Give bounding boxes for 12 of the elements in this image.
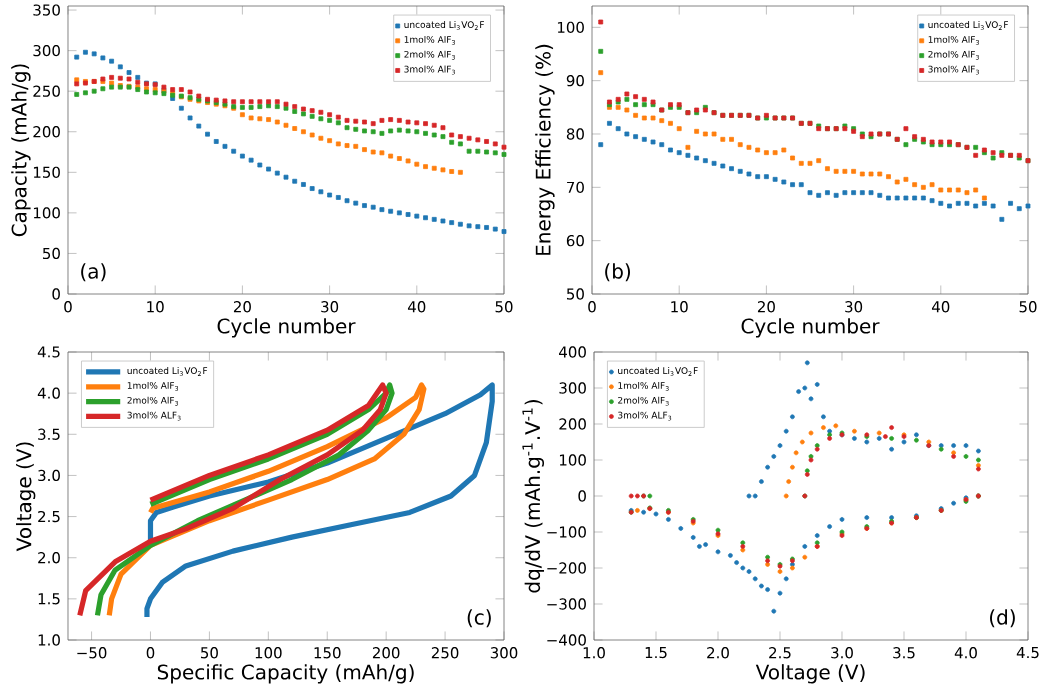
y-axis-title: dq/dV (mAh.g$^{-1}$.V$^{-1}$) (522, 400, 545, 593)
annotation: (c) (467, 609, 491, 628)
annotation: (a) (81, 263, 106, 282)
x-axis-title: Specific Capacity (mAh/g) (157, 664, 414, 684)
y-axis-title: Energy Efficiency (%) (535, 44, 555, 255)
y-axis-title: Voltage (V) (15, 442, 36, 552)
y-axis-title: Capacity (mAh/g) (11, 64, 31, 237)
x-axis-title: Voltage (V) (755, 664, 865, 684)
annotation: (d) (990, 609, 1015, 628)
annotation: (b) (605, 263, 631, 282)
x-axis-title: Cycle number (217, 318, 356, 338)
x-axis-title: Cycle number (741, 318, 880, 338)
